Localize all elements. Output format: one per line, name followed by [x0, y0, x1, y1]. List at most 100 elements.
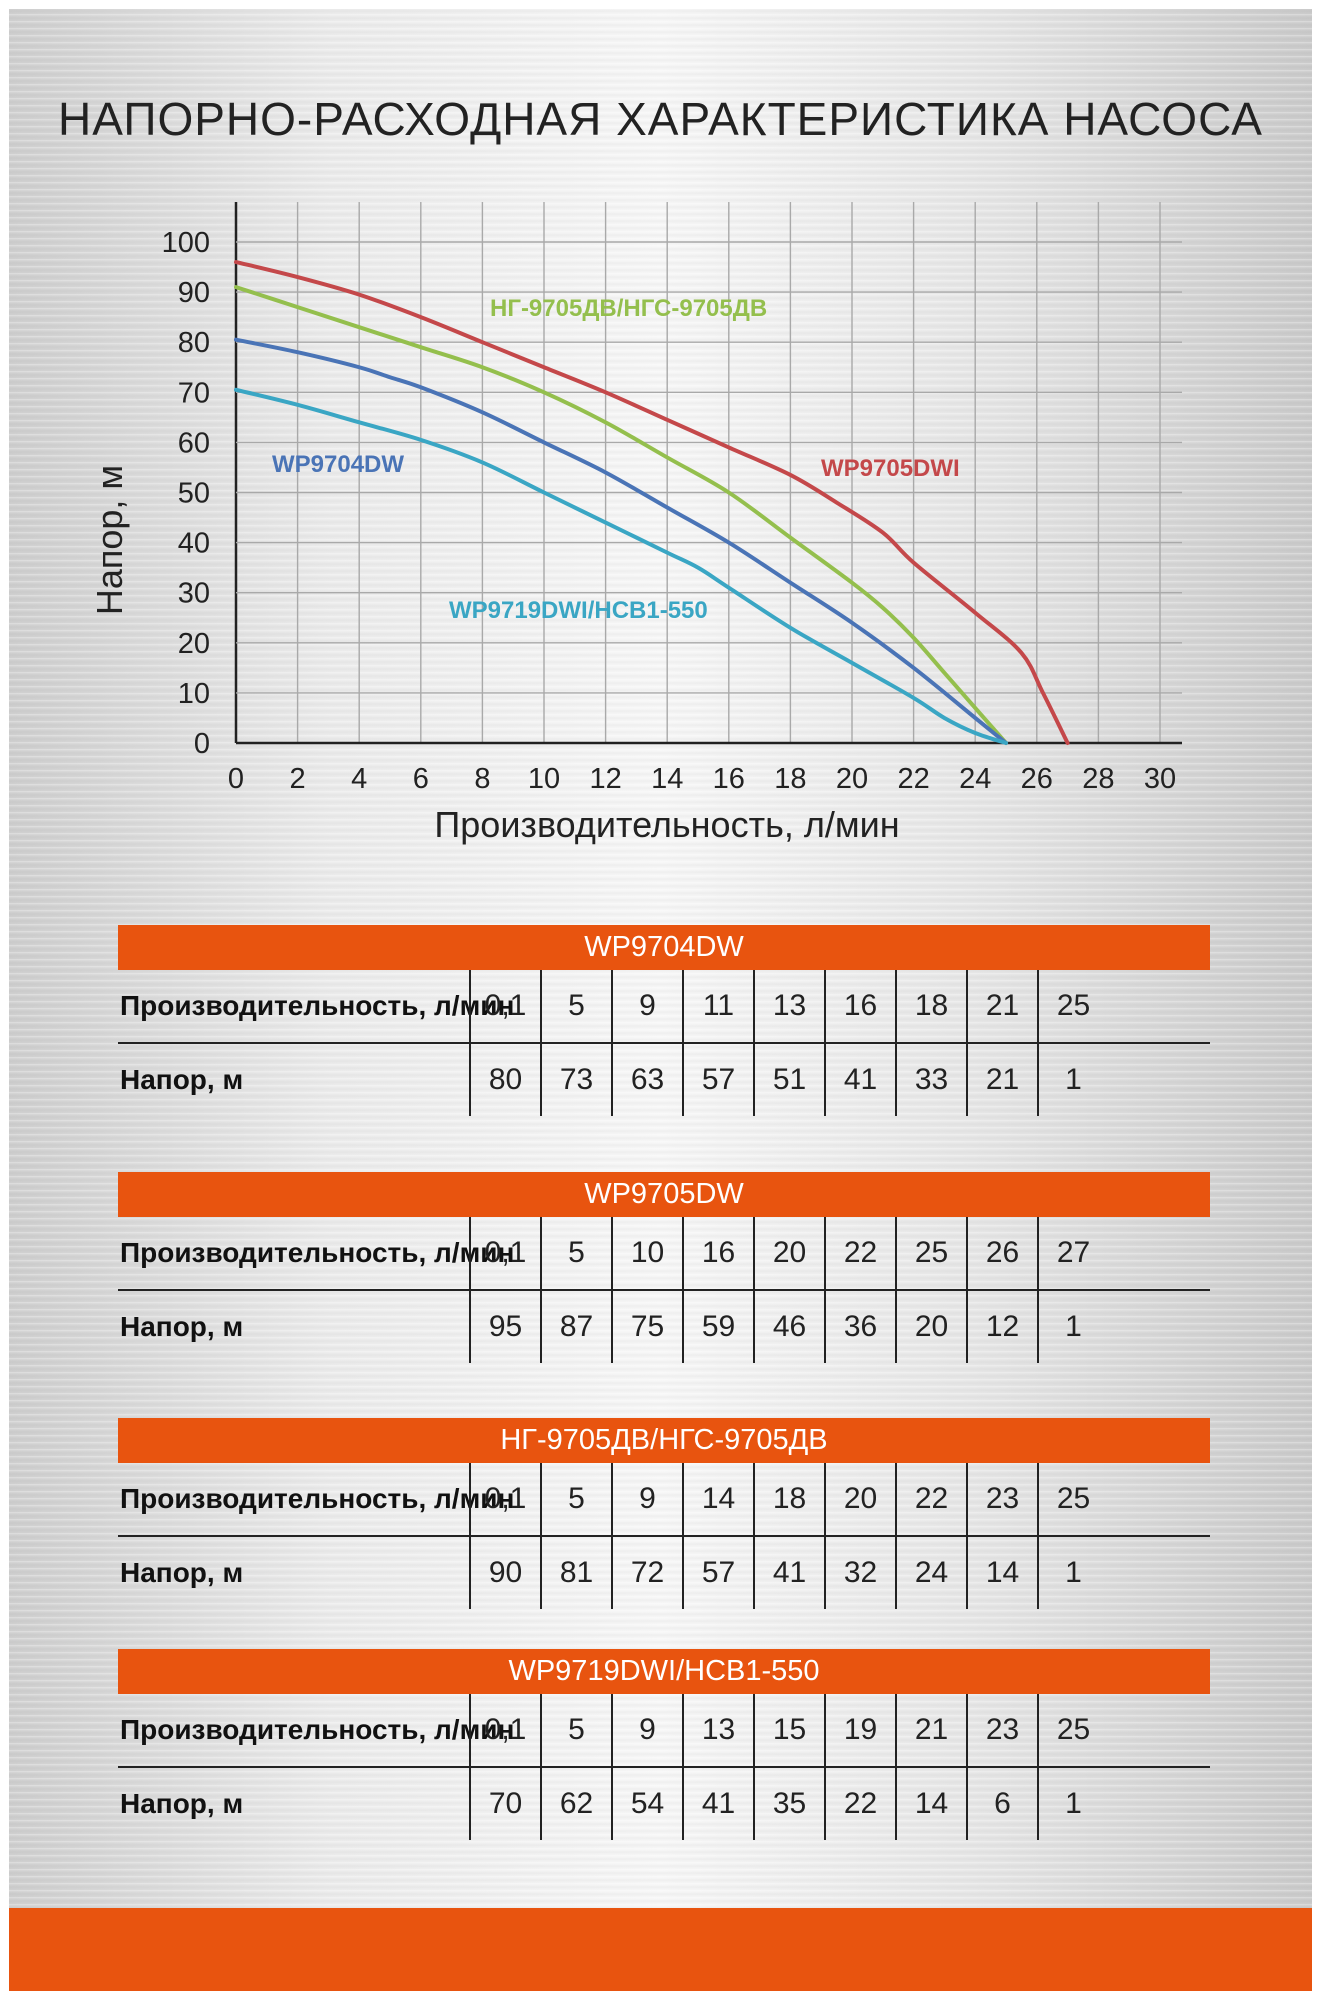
table-cell: 16	[682, 1217, 753, 1289]
head-row-label: Напор, м	[120, 1788, 244, 1819]
x-tick-label: 0	[228, 763, 244, 795]
x-tick-label: 16	[713, 763, 745, 795]
table-cell: 16	[824, 970, 895, 1042]
table-cell: 54	[611, 1768, 682, 1840]
table-row: Производительность, л/мин 0,1 5 9 13 15 19 21 23…	[118, 1694, 1210, 1768]
y-tick-label: 0	[194, 728, 210, 760]
table-cell: 1	[1037, 1768, 1108, 1840]
y-tick-label: 60	[178, 427, 210, 459]
table-cell: 35	[753, 1768, 824, 1840]
table-cell: 9	[611, 970, 682, 1042]
table-row: Напор, м 80 73 63 57 51 41 33 21 1	[118, 1044, 1210, 1116]
chart-series-labels: WP9705DWI НГ-9705ДВ/НГС-9705ДВ WP9704DW WP9…	[272, 295, 960, 624]
head-row-label: Напор, м	[120, 1557, 244, 1588]
table-cell: 27	[1037, 1217, 1108, 1289]
spec-table: WP9705DW Производительность, л/мин 0,1 5 10 1…	[118, 1172, 1210, 1363]
table-cell: 81	[540, 1537, 611, 1609]
y-tick-label: 40	[178, 528, 210, 560]
table-cell: 33	[895, 1044, 966, 1116]
table-row: Производительность, л/мин 0,1 5 10 16 20 22 25 2…	[118, 1217, 1210, 1291]
table-cell: 22	[824, 1768, 895, 1840]
table-cell: 72	[611, 1537, 682, 1609]
table-cell: 87	[540, 1291, 611, 1363]
table-cell: 95	[469, 1291, 540, 1363]
table-row: Напор, м 90 81 72 57 41 32 24 14 1	[118, 1537, 1210, 1609]
table-cell: 62	[540, 1768, 611, 1840]
table-cell: 23	[966, 1463, 1037, 1535]
flow-row-label: Производительность, л/мин	[120, 1483, 515, 1514]
table-title: WP9719DWI/НСВ1-550	[118, 1649, 1210, 1694]
table-title: WP9704DW	[118, 925, 1210, 970]
table-cell: 59	[682, 1291, 753, 1363]
x-tick-label: 4	[351, 763, 367, 795]
chart-series	[234, 260, 1070, 745]
table-cell: 1	[1037, 1537, 1108, 1609]
table-cell: 90	[469, 1537, 540, 1609]
y-axis-title: Напор, м	[89, 465, 130, 615]
table-cell: 21	[966, 1044, 1037, 1116]
table-cell: 36	[824, 1291, 895, 1363]
x-axis-title: Производительность, л/мин	[434, 804, 899, 845]
table-cell: 25	[1037, 970, 1108, 1042]
spec-table: WP9704DW Производительность, л/мин 0,1 5 9 11…	[118, 925, 1210, 1116]
series-label: WP9704DW	[272, 451, 404, 478]
table-cell: 0,1	[469, 1463, 540, 1535]
table-cell: 51	[753, 1044, 824, 1116]
table-cell: 57	[682, 1044, 753, 1116]
table-cell: 1	[1037, 1044, 1108, 1116]
table-cell: 19	[824, 1694, 895, 1766]
page-title: НАПОРНО-РАСХОДНАЯ ХАРАКТЕРИСТИКА НАСОСА	[58, 93, 1263, 145]
x-tick-label: 14	[651, 763, 683, 795]
table-cell: 21	[966, 970, 1037, 1042]
x-tick-label: 28	[1082, 763, 1114, 795]
x-tick-label: 2	[290, 763, 306, 795]
y-tick-label: 70	[178, 377, 210, 409]
table-cell: 18	[895, 970, 966, 1042]
table-cell: 10	[611, 1217, 682, 1289]
table-cell: 26	[966, 1217, 1037, 1289]
series-line-ng-9705dv	[234, 285, 1008, 745]
table-cell: 20	[895, 1291, 966, 1363]
table-row: Напор, м 95 87 75 59 46 36 20 12 1	[118, 1291, 1210, 1363]
table-row: Производительность, л/мин 0,1 5 9 11 13 16 18 21…	[118, 970, 1210, 1044]
head-row-label: Напор, м	[120, 1064, 244, 1095]
flow-row-label: Производительность, л/мин	[120, 1237, 515, 1268]
y-tick-label: 20	[178, 628, 210, 660]
table-cell: 20	[824, 1463, 895, 1535]
chart-grid	[234, 202, 1182, 745]
series-line-wp9705dwi	[234, 260, 1070, 745]
table-cell: 9	[611, 1694, 682, 1766]
table-cell: 5	[540, 970, 611, 1042]
x-tick-label: 12	[589, 763, 621, 795]
table-cell: 11	[682, 970, 753, 1042]
table-cell: 75	[611, 1291, 682, 1363]
table-row: Напор, м 70 62 54 41 35 22 14 6 1	[118, 1768, 1210, 1840]
table-cell: 46	[753, 1291, 824, 1363]
x-tick-label: 6	[413, 763, 429, 795]
series-label: НГ-9705ДВ/НГС-9705ДВ	[490, 295, 767, 322]
y-tick-label: 50	[178, 478, 210, 510]
x-tick-label: 26	[1021, 763, 1053, 795]
table-cell: 15	[753, 1694, 824, 1766]
x-tick-label: 24	[959, 763, 991, 795]
head-row-label: Напор, м	[120, 1311, 244, 1342]
y-tick-label: 90	[178, 277, 210, 309]
table-cell: 22	[895, 1463, 966, 1535]
table-row: Производительность, л/мин 0,1 5 9 14 18 20 22 23…	[118, 1463, 1210, 1537]
series-label: WP9705DWI	[821, 455, 960, 482]
table-cell: 80	[469, 1044, 540, 1116]
x-tick-label: 22	[897, 763, 929, 795]
y-tick-label: 30	[178, 578, 210, 610]
x-tick-label: 10	[528, 763, 560, 795]
table-cell: 0,1	[469, 970, 540, 1042]
table-cell: 18	[753, 1463, 824, 1535]
table-cell: 73	[540, 1044, 611, 1116]
table-cell: 5	[540, 1217, 611, 1289]
table-cell: 12	[966, 1291, 1037, 1363]
x-tick-label: 30	[1144, 763, 1176, 795]
table-cell: 32	[824, 1537, 895, 1609]
x-tick-label: 20	[836, 763, 868, 795]
series-label: WP9719DWI/НСВ1-550	[449, 597, 708, 624]
table-cell: 14	[895, 1768, 966, 1840]
